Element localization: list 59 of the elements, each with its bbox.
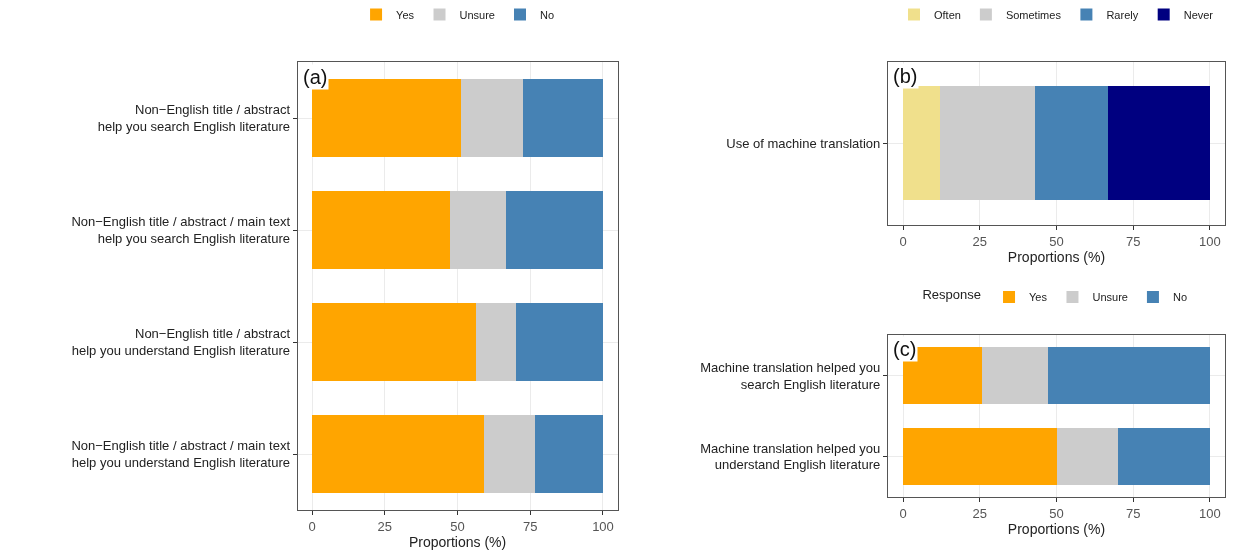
x-tick-label: 25 bbox=[972, 233, 988, 249]
y-tick-label: Use of machine translation bbox=[726, 136, 881, 152]
y-tick-label: Non−English title / abstract help you understand English literature bbox=[71, 326, 291, 359]
y-tick-label: Machine translation helped you understand English literature bbox=[700, 440, 881, 473]
x-tick-label: 100 bbox=[1198, 233, 1221, 249]
x-tick-label: 0 bbox=[899, 505, 907, 521]
legend-label: Never bbox=[1183, 8, 1214, 21]
y-tick-label: Non−English title / abstract / main text help you understand English literature bbox=[71, 438, 291, 471]
legend-label: Rarely bbox=[1106, 8, 1139, 21]
y-tick-label: Non−English title / abstract / main text help you search English literature bbox=[71, 214, 291, 247]
x-tick-label: 25 bbox=[972, 505, 988, 521]
x-tick-label: 75 bbox=[1125, 505, 1141, 521]
bar bbox=[312, 190, 450, 270]
x-tick-label: 0 bbox=[899, 233, 907, 249]
x-tick-label: 100 bbox=[1198, 505, 1221, 521]
x-tick-label: 75 bbox=[1125, 233, 1141, 249]
bar bbox=[312, 415, 485, 494]
legend-label: No bbox=[1172, 291, 1187, 304]
x-tick-label: 100 bbox=[592, 518, 614, 534]
x-tick-label: 50 bbox=[1049, 233, 1064, 249]
annotation: (a) bbox=[303, 66, 328, 88]
legend-label: Yes bbox=[1029, 291, 1048, 304]
bar bbox=[484, 415, 535, 494]
legend-label: Often bbox=[933, 8, 961, 21]
x-axis-title: Proportions (%) bbox=[1007, 248, 1106, 265]
legend-label: Sometimes bbox=[1005, 8, 1062, 21]
x-axis-title: Proportions (%) bbox=[1007, 520, 1106, 537]
bar bbox=[312, 302, 476, 382]
x-tick-label: 75 bbox=[523, 518, 538, 534]
annotation: (c) bbox=[893, 338, 917, 360]
bar bbox=[450, 190, 507, 270]
bar bbox=[940, 86, 1036, 201]
x-tick-label: 50 bbox=[450, 518, 465, 534]
bar bbox=[903, 428, 1058, 485]
bar bbox=[516, 302, 603, 382]
bar bbox=[903, 86, 941, 201]
bar bbox=[1035, 86, 1108, 201]
legend-label: Yes bbox=[396, 8, 415, 21]
bar bbox=[1117, 428, 1210, 485]
legend-label: Unsure bbox=[1092, 291, 1128, 304]
x-tick-label: 50 bbox=[1049, 505, 1064, 521]
bar bbox=[1107, 86, 1210, 201]
legend-title: Response bbox=[922, 287, 982, 303]
bar bbox=[523, 78, 603, 158]
legend-label: Unsure bbox=[459, 8, 495, 21]
bar bbox=[534, 415, 603, 494]
bar bbox=[461, 78, 524, 158]
bar bbox=[1047, 347, 1210, 404]
x-tick-label: 25 bbox=[377, 518, 393, 534]
bar bbox=[506, 190, 603, 270]
annotation: (b) bbox=[893, 65, 918, 87]
x-tick-label: 0 bbox=[308, 518, 316, 534]
y-tick-label: Non−English title / abstract help you search English literature bbox=[97, 102, 291, 135]
bar bbox=[1057, 428, 1118, 485]
bar bbox=[475, 302, 517, 382]
legend-label: No bbox=[539, 8, 555, 21]
x-axis-title: Proportions (%) bbox=[408, 533, 507, 550]
y-tick-label: Machine translation helped you search English literature bbox=[700, 359, 881, 392]
bar bbox=[981, 347, 1048, 404]
